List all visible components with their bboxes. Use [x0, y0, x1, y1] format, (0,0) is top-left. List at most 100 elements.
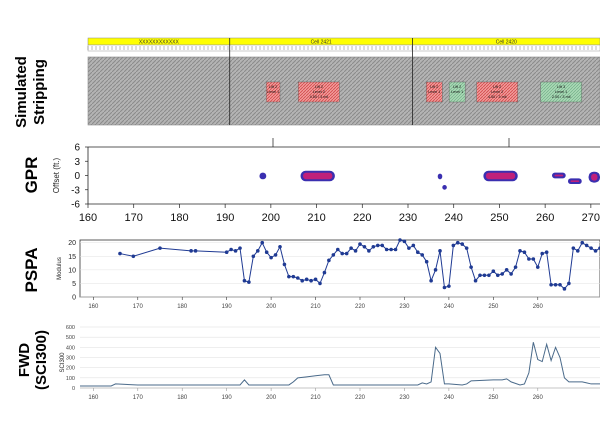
fwd-x-tick-label: 160 — [88, 395, 99, 401]
gpr-y-tick-label: 0 — [74, 171, 80, 182]
gpr-y-axis-label: Offset (ft.) — [52, 157, 61, 193]
pspa-data-point — [469, 265, 473, 269]
pspa-data-point — [118, 251, 122, 256]
pspa-data-point — [531, 257, 536, 261]
lift-box-text: Level 1 — [428, 90, 440, 94]
lift-box — [426, 81, 443, 103]
pspa-data-point — [562, 287, 567, 291]
fwd-y-tick-label: 600 — [66, 325, 75, 331]
label-fwd-line2: (SCI300) — [33, 330, 50, 390]
fwd-y-tick-label: 400 — [66, 345, 75, 351]
pspa-data-point — [473, 278, 478, 283]
lift-box — [266, 81, 281, 103]
label-fwd-line1: FWD — [16, 343, 33, 377]
pspa-data-point — [269, 255, 273, 260]
pspa-data-point — [402, 239, 407, 244]
pspa-data-point — [571, 246, 576, 250]
gpr-x-tick-label: 270 — [582, 212, 600, 224]
label-stripping-line2: Stripping — [31, 59, 48, 125]
lift-box-text: Lift 2 — [430, 85, 438, 89]
lift-box-text: Lift 2 — [269, 85, 277, 89]
lift-box-text: Level 2 — [313, 90, 325, 94]
pspa-data-point — [380, 243, 385, 248]
pspa-data-point — [567, 281, 571, 286]
pspa-data-point — [358, 242, 362, 246]
pspa-panel: 0 5 10 15 20 160 170 180 190 200 210 220 230 240 250 26… — [57, 238, 600, 310]
fwd-panel: 0 100 200 300 400 500 600 160 170 180 190 200 210 220… — [60, 325, 600, 401]
gpr-y-tick-label: 6 — [74, 143, 80, 154]
pspa-y-tick-label: 5 — [72, 281, 76, 288]
pspa-data-point — [313, 277, 318, 282]
pspa-data-point — [273, 253, 278, 257]
pspa-data-point — [491, 269, 496, 274]
gpr-x-tick-label: 250 — [490, 212, 508, 224]
pspa-data-point — [478, 273, 482, 278]
lift-box-text: 4.50 / 3 mil — [488, 95, 507, 99]
pspa-data-point — [513, 265, 518, 269]
pspa-data-point — [331, 253, 336, 257]
lift-box — [298, 81, 340, 103]
fwd-y-tick-label: 0 — [72, 386, 75, 392]
pspa-data-point — [287, 274, 291, 279]
pspa-data-point — [415, 250, 420, 255]
pspa-data-point — [193, 249, 198, 253]
label-gpr: GPR — [22, 157, 41, 194]
pspa-data-point — [460, 242, 465, 246]
lift-box — [448, 81, 466, 103]
gpr-x-tick-label: 190 — [216, 212, 234, 224]
pspa-data-point — [131, 254, 136, 259]
label-stripping: Simulated Stripping — [13, 56, 48, 128]
pspa-data-point — [282, 262, 287, 267]
pspa-data-point — [424, 259, 429, 264]
pspa-data-point — [335, 247, 340, 252]
gpr-x-tick-label: 230 — [399, 212, 417, 224]
pspa-data-point — [344, 251, 349, 256]
lift-box-text: Level 1 — [267, 90, 279, 94]
fwd-y-tick-label: 500 — [66, 335, 75, 341]
fwd-y-tick-label: 200 — [66, 366, 75, 372]
gpr-x-tick-label: 240 — [445, 212, 463, 224]
gpr-reflection-core — [485, 172, 516, 180]
pspa-data-point — [260, 240, 265, 245]
fwd-series-line — [80, 342, 600, 387]
pspa-x-tick-label: 260 — [533, 304, 544, 310]
pspa-data-point — [522, 250, 527, 255]
fwd-y-axis-label: SCI300 — [60, 352, 66, 373]
pspa-data-point — [504, 268, 509, 272]
fwd-x-tick-label: 190 — [222, 395, 233, 401]
label-pspa: PSPA — [22, 247, 41, 292]
pspa-x-tick-label: 170 — [133, 304, 144, 310]
pspa-data-point — [189, 249, 193, 253]
pspa-data-point — [158, 246, 162, 250]
pspa-y-tick-label: 0 — [72, 295, 76, 302]
gpr-y-tick-label: -6 — [71, 200, 80, 211]
pspa-x-tick-label: 210 — [311, 304, 322, 310]
pspa-data-point — [593, 249, 598, 253]
pspa-data-point — [464, 246, 469, 250]
pspa-data-point — [304, 277, 309, 282]
gpr-x-tick-label: 170 — [125, 212, 143, 224]
pspa-data-point — [518, 249, 522, 253]
cell-label: Cell 2420 — [496, 40, 517, 46]
gpr-reflection-blob — [259, 172, 267, 180]
pspa-data-point — [509, 272, 513, 276]
gpr-y-tick-label: -3 — [71, 185, 80, 196]
pspa-data-point — [371, 244, 376, 249]
label-stripping-line1: Simulated — [13, 56, 30, 128]
fwd-x-tick-label: 220 — [355, 395, 366, 401]
lift-box-text: Level 1 — [451, 90, 463, 94]
pspa-data-point — [247, 280, 251, 284]
pspa-data-point — [295, 276, 300, 280]
lift-box-text: Level 2 — [491, 90, 503, 94]
fwd-y-tick-label: 100 — [66, 376, 75, 382]
pspa-data-point — [251, 254, 256, 259]
fwd-x-tick-label: 200 — [266, 395, 277, 401]
pspa-data-point — [495, 273, 500, 278]
pspa-data-point — [527, 257, 531, 261]
lift-box — [540, 81, 582, 103]
pspa-data-point — [447, 284, 451, 288]
lift-box-text: Lift 3 — [557, 85, 565, 89]
pspa-data-point — [353, 249, 358, 253]
pspa-data-point — [224, 250, 229, 255]
